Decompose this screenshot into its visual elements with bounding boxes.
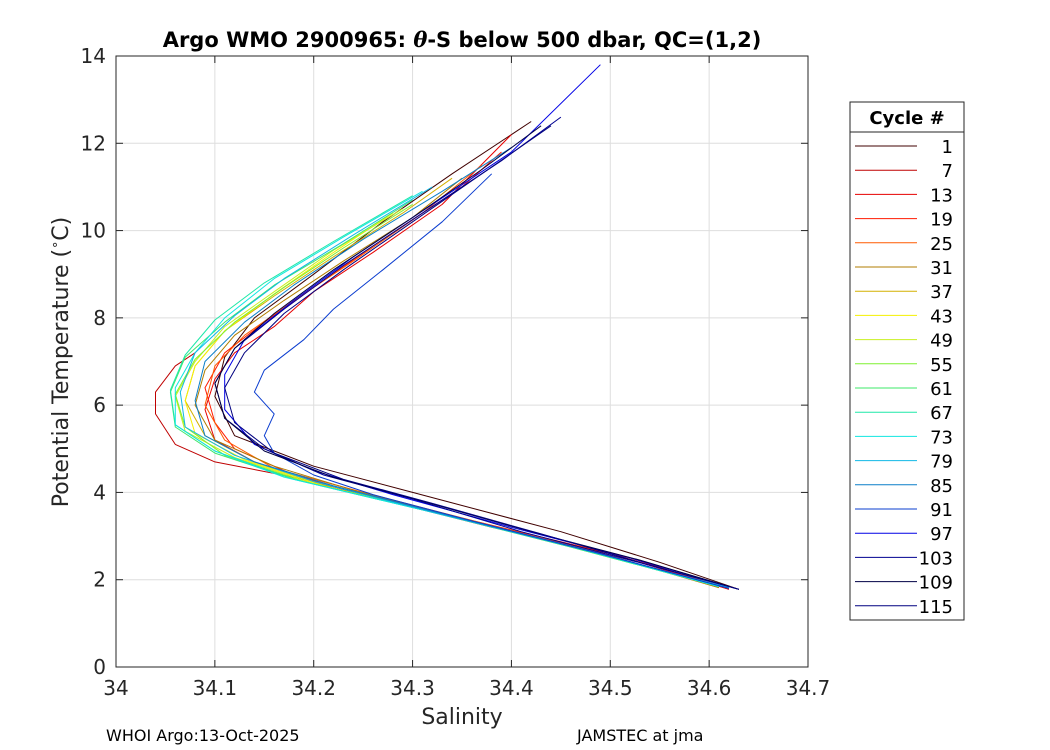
series-line-cycle-91	[253, 173, 730, 589]
legend-label: 31	[930, 258, 953, 279]
series-line-cycle-109	[214, 125, 739, 590]
x-tick-label: 34	[103, 676, 128, 700]
legend-title: Cycle #	[869, 108, 944, 129]
legend-label: 43	[930, 306, 953, 327]
grid-lines	[116, 56, 808, 667]
legend-label: 1	[942, 137, 953, 158]
y-tick-label: 6	[93, 393, 106, 417]
y-tick-label: 8	[93, 306, 106, 330]
x-tick-label: 34.5	[588, 676, 633, 700]
x-tick-label: 34.1	[193, 676, 238, 700]
legend-label: 25	[930, 234, 953, 255]
series-line-cycle-85	[194, 147, 730, 589]
legend-label: 13	[930, 185, 953, 206]
series-layer	[155, 64, 739, 590]
y-tick-label: 14	[81, 44, 106, 68]
legend-label: 73	[930, 427, 953, 448]
y-tick-label: 0	[93, 655, 106, 679]
plot-area	[116, 56, 808, 667]
footer-left: WHOI Argo:13-Oct-2025	[106, 726, 300, 745]
legend-label: 85	[930, 476, 953, 497]
legend-label: 91	[930, 500, 953, 521]
y-axis-label: Potential Temperature (∘C)	[48, 217, 74, 507]
legend-label: 109	[919, 573, 953, 594]
x-tick-label: 34.6	[687, 676, 732, 700]
legend-label: 49	[930, 331, 953, 352]
x-tick-label: 34.3	[390, 676, 435, 700]
legend-label: 19	[930, 210, 953, 231]
x-tick-label: 34.4	[489, 676, 534, 700]
footer-right: JAMSTEC at jma	[576, 726, 703, 745]
legend: Cycle # 1 7 13 19 25 31 37 43 49 55 61 67 73 79 85 91 97…	[849, 101, 965, 621]
legend-label: 115	[919, 597, 953, 618]
chart-title: Argo WMO 2900965: θ-S below 500 dbar, QC…	[163, 27, 762, 52]
x-axis-label: Salinity	[421, 705, 502, 730]
legend-label: 97	[930, 524, 953, 545]
legend-label: 7	[942, 161, 953, 182]
y-tick-label: 4	[93, 480, 106, 504]
x-tick-label: 34.7	[786, 676, 831, 700]
y-tick-label: 12	[81, 131, 106, 155]
y-tick-label: 10	[81, 219, 106, 243]
y-tick-labels: 0 2 4 6 8 10 12 14	[81, 44, 106, 679]
legend-label: 67	[930, 403, 953, 424]
legend-label: 61	[930, 379, 953, 400]
legend-label: 37	[930, 282, 953, 303]
legend-label: 55	[930, 355, 953, 376]
plot-frame	[115, 55, 809, 668]
series-line-cycle-1	[214, 121, 739, 590]
legend-entries: 1 7 13 19 25 31 37 43 49 55 61 67 73 79 85 91 97 103 109 11…	[855, 137, 953, 618]
series-line-cycle-115	[224, 125, 739, 590]
axis-ticks	[115, 55, 809, 668]
x-tick-labels: 34 34.1 34.2 34.3 34.4 34.5 34.6 34.7	[103, 676, 830, 700]
y-tick-label: 2	[93, 568, 106, 592]
series-line-cycle-79	[179, 186, 730, 589]
x-tick-label: 34.2	[291, 676, 336, 700]
legend-label: 79	[930, 452, 953, 473]
legend-label: 103	[919, 548, 953, 569]
